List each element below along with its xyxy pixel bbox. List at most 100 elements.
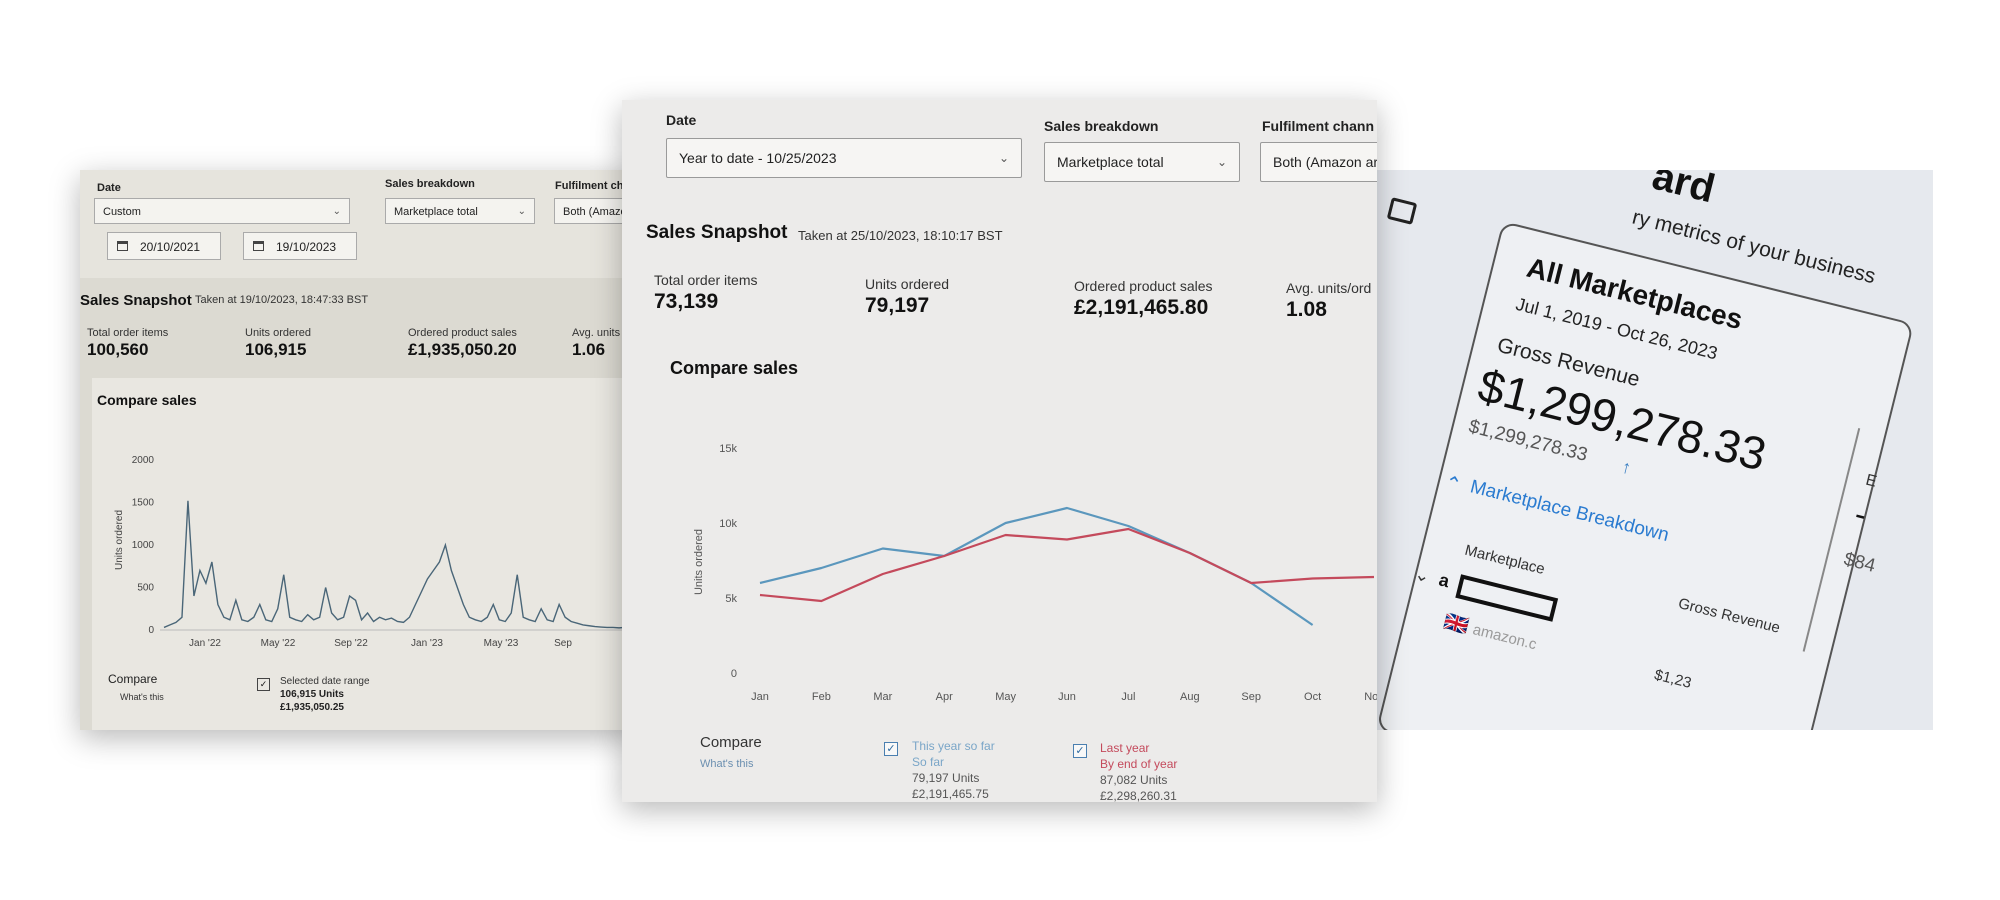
y-tick-label: 1500 <box>132 498 155 509</box>
breakdown-select-value: Marketplace total <box>394 206 478 218</box>
selected-range-units: 106,915 Units <box>280 689 344 700</box>
fulfilment-select-value: Both (Amazon ar <box>1273 154 1377 170</box>
last-year-sub: By end of year <box>1100 757 1178 771</box>
compare-title: Compare sales <box>97 392 197 408</box>
y-tick-label: 0 <box>148 625 154 636</box>
breakdown-select[interactable]: Marketplace total ⌄ <box>1044 142 1240 182</box>
metric-label: Avg. units <box>572 327 621 339</box>
chevron-down-icon: ⌄ <box>998 151 1009 165</box>
x-tick-label: Jul <box>1121 691 1135 703</box>
x-tick-label: Mar <box>873 691 892 703</box>
snapshot-title: Sales Snapshot <box>646 222 788 243</box>
this-year-units: 79,197 Units <box>912 771 980 785</box>
this-year-sub: So far <box>912 755 945 769</box>
fulfilment-select[interactable]: Both (Amazon ar <box>1260 142 1377 182</box>
x-tick-label: May '22 <box>261 638 296 649</box>
compare-card <box>92 378 640 730</box>
middle-screenshot: Date Year to date - 10/25/2023 ⌄ Sales b… <box>622 100 1377 802</box>
heading-fragment: ard <box>1648 170 1720 212</box>
last-year-legend: Last year By end of year 87,082 Units £2… <box>1100 740 1177 802</box>
date-select-value: Year to date - 10/25/2023 <box>679 150 837 166</box>
breakdown-select[interactable]: Marketplace total ⌄ <box>385 198 535 224</box>
card-icon[interactable] <box>1386 197 1418 225</box>
x-tick-label: May '23 <box>484 638 519 649</box>
calendar-icon <box>253 241 264 251</box>
fulfilment-label: Fulfilment chann <box>1262 118 1374 134</box>
metric-label: Total order items <box>654 272 758 288</box>
chevron-down-icon: ⌄ <box>1216 155 1227 169</box>
this-year-legend: This year so far So far 79,197 Units £2,… <box>912 738 995 802</box>
y-axis-label: Units ordered <box>114 510 125 570</box>
metric-value: £2,191,465.80 <box>1074 296 1209 319</box>
start-date-input[interactable]: 20/10/2021 <box>107 232 221 260</box>
metric-value: 79,197 <box>865 294 930 317</box>
chevron-down-icon: ⌄ <box>332 206 341 217</box>
compare-label: Compare <box>700 734 762 751</box>
fulfilment-label: Fulfilment ch <box>555 180 624 192</box>
calendar-icon <box>117 241 128 251</box>
snapshot-title: Sales Snapshot <box>80 292 192 309</box>
selected-range-title: Selected date range <box>280 676 370 687</box>
x-tick-label: Sep <box>1241 691 1261 703</box>
compare-label: Compare <box>108 672 158 686</box>
snapshot-time: Taken at 25/10/2023, 18:10:17 BST <box>798 228 1003 243</box>
fulfilment-select-value: Both (Amazo <box>563 206 627 218</box>
left-screenshot: Date Custom ⌄ Sales breakdown Marketplac… <box>80 170 640 730</box>
x-tick-label: Sep <box>554 638 572 649</box>
y-tick-label: 500 <box>137 583 154 594</box>
breakdown-label: Sales breakdown <box>1044 118 1159 134</box>
y-tick-label: 15k <box>719 443 737 455</box>
breakdown-select-value: Marketplace total <box>1057 154 1164 170</box>
date-select[interactable]: Custom ⌄ <box>94 198 350 224</box>
x-tick-label: Feb <box>812 691 831 703</box>
metric-value: 106,915 <box>245 340 307 359</box>
left-sales-chart: Units ordered 0 500 1000 1500 2000 Jan '22 May… <box>114 455 626 649</box>
snapshot-time: Taken at 19/10/2023, 18:47:33 BST <box>195 294 369 306</box>
y-tick-label: 0 <box>731 668 737 680</box>
compare-title: Compare sales <box>670 358 799 378</box>
metric-label: Total order items <box>87 327 169 339</box>
metric-label: Units ordered <box>865 276 950 292</box>
x-tick-label: Jan '22 <box>189 638 221 649</box>
selected-range-checkbox[interactable]: ✓ <box>257 678 270 691</box>
y-tick-label: 1000 <box>132 540 155 551</box>
y-tick-label: 10k <box>719 518 737 530</box>
metric-label: Ordered product sales <box>1074 278 1213 294</box>
date-select[interactable]: Year to date - 10/25/2023 ⌄ <box>666 138 1022 178</box>
date-select-value: Custom <box>103 206 141 218</box>
selected-range-sales: £1,935,050.25 <box>280 702 344 713</box>
right-screenshot: ard ry metrics of your business All Mark… <box>1377 170 1933 730</box>
whats-this-link[interactable]: What's this <box>120 692 164 702</box>
middle-sales-chart: Units ordered 0 5k 10k 15k Jan Feb Mar Apr May Ju… <box>693 443 1377 703</box>
x-tick-label: Jun <box>1058 691 1076 703</box>
metric-label: Avg. units/ord <box>1286 280 1372 296</box>
metric-value: 1.08 <box>1286 298 1327 321</box>
metric-value: 100,560 <box>87 340 149 359</box>
this-year-checkbox[interactable]: ✓ <box>884 742 898 756</box>
x-tick-label: May <box>995 691 1016 703</box>
x-tick-label: Oct <box>1304 691 1321 703</box>
x-tick-label: Jan <box>751 691 769 703</box>
x-tick-label: Aug <box>1180 691 1200 703</box>
units-line <box>163 500 626 629</box>
date-label: Date <box>97 182 121 194</box>
x-tick-label: Sep '22 <box>334 638 368 649</box>
metric-value: 73,139 <box>654 290 719 313</box>
end-date-input[interactable]: 19/10/2023 <box>243 232 357 260</box>
y-tick-label: 5k <box>725 593 737 605</box>
chevron-down-icon: ⌄ <box>517 206 526 217</box>
metric-label: Units ordered <box>245 327 312 339</box>
metric-value: £1,935,050.20 <box>408 340 517 359</box>
date-label: Date <box>666 112 697 128</box>
this-year-title: This year so far <box>912 739 995 753</box>
this-year-sales: £2,191,465.75 <box>912 787 989 801</box>
end-date-value: 19/10/2023 <box>276 240 337 254</box>
whats-this-link[interactable]: What's this <box>700 758 754 770</box>
rotated-dashboard: ard ry metrics of your business All Mark… <box>1377 170 1933 730</box>
last-year-sales: £2,298,260.31 <box>1100 789 1177 802</box>
x-tick-label: Apr <box>936 691 953 703</box>
last-year-checkbox[interactable]: ✓ <box>1073 744 1087 758</box>
last-year-units: 87,082 Units <box>1100 773 1168 787</box>
breakdown-label: Sales breakdown <box>385 178 475 190</box>
metric-value: 1.06 <box>572 340 606 359</box>
